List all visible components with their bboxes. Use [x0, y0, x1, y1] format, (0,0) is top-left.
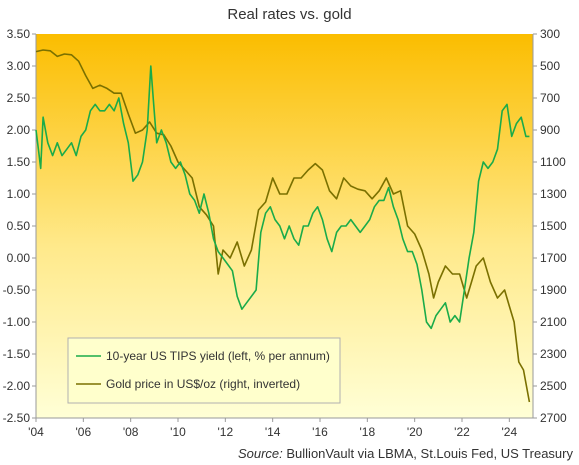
y-left-tick-label: -2.50: [3, 411, 31, 425]
gold-price-line: [35, 49, 531, 403]
y-right-tick-label: 1700: [540, 251, 567, 265]
x-tick-label: '22: [454, 425, 470, 439]
x-tick-label: '06: [76, 425, 92, 439]
y-left-tick-label: -1.00: [3, 315, 31, 329]
y-left-tick-label: 2.00: [7, 123, 31, 137]
y-right-tick-label: 900: [540, 123, 560, 137]
source-text: BullionVault via LBMA, St.Louis Fed, US …: [282, 446, 573, 461]
y-right-tick-label: 1500: [540, 219, 567, 233]
y-left-tick-label: 2.50: [7, 91, 31, 105]
series-layer: [35, 49, 531, 403]
y-left-tick-label: -2.00: [3, 379, 31, 393]
y-right-tick-label: 700: [540, 91, 560, 105]
y-right-tick-label: 1100: [540, 155, 566, 169]
x-tick-label: '10: [170, 425, 186, 439]
x-tick-label: '20: [407, 425, 423, 439]
axes: 3.50 3.00 2.50 2.00 1.50 1.00 0.50 0.00 -0.50 -1.…: [3, 27, 567, 439]
legend-gold-label: Gold price in US$/oz (right, inverted): [106, 377, 300, 391]
y-right-tick-label: 500: [540, 59, 560, 73]
legend-box: [67, 337, 341, 404]
chart-title: Real rates vs. gold: [227, 6, 352, 23]
y-right-tick-label: 2700: [540, 411, 567, 425]
legend: 10-year US TIPS yield (left, % per annum…: [67, 337, 341, 404]
y-right-tick-label: 300: [540, 27, 560, 41]
y-left-tick-label: 0.50: [7, 219, 31, 233]
source-label: Source:: [237, 446, 283, 461]
x-tick-label: '18: [360, 425, 376, 439]
source-credit: Source: BullionVault via LBMA, St.Louis …: [238, 446, 573, 461]
x-tick-label: '16: [312, 425, 328, 439]
y-left-tick-label: -1.50: [3, 347, 31, 361]
y-left-tick-label: 1.00: [7, 187, 31, 201]
y-left-tick-label: -0.50: [3, 283, 31, 297]
y-left-tick-label: 1.50: [7, 155, 31, 169]
y-left-tick-label: 3.00: [7, 59, 31, 73]
legend-tips-label: 10-year US TIPS yield (left, % per annum…: [106, 349, 330, 363]
y-left-tick-label: 0.00: [7, 251, 31, 265]
y-right-tick-label: 2300: [540, 347, 567, 361]
x-tick-label: '04: [28, 425, 44, 439]
x-tick-label: '12: [218, 425, 234, 439]
tips-yield-line: [35, 65, 530, 330]
y-right-tick-label: 2100: [540, 315, 567, 329]
x-tick-label: '08: [123, 425, 139, 439]
y-right-tick-label: 1900: [540, 283, 567, 297]
y-right-tick-label: 2500: [540, 379, 567, 393]
x-tick-label: '14: [265, 425, 281, 439]
y-left-tick-label: 3.50: [7, 27, 31, 41]
y-right-tick-label: 1300: [540, 187, 567, 201]
x-tick-label: '24: [502, 425, 518, 439]
